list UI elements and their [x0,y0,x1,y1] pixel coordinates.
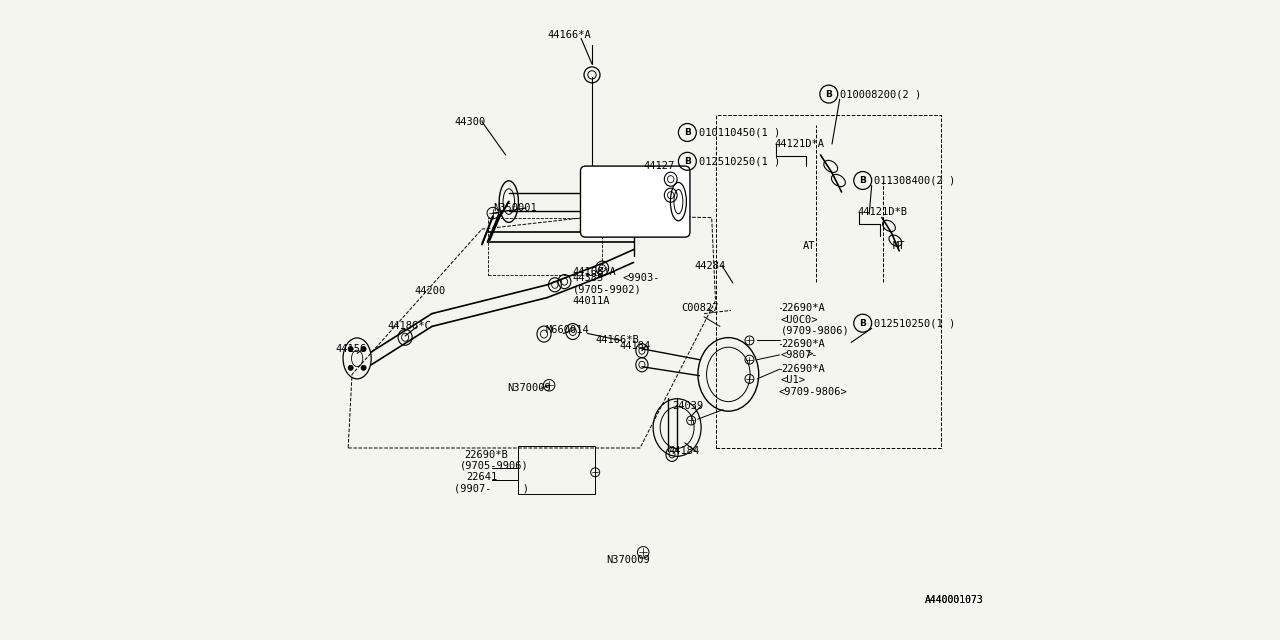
Text: 44156: 44156 [335,344,366,354]
Text: C00827: C00827 [681,303,719,314]
Text: M660014: M660014 [545,324,589,335]
Circle shape [361,346,366,351]
Text: N370009: N370009 [607,555,650,565]
Text: B: B [684,157,691,166]
Text: 44184: 44184 [668,446,700,456]
Text: (9705-9906): (9705-9906) [460,461,529,471]
Circle shape [348,365,353,371]
Text: 44166*B: 44166*B [595,335,639,346]
Text: 44284: 44284 [694,260,726,271]
Text: 22690*B: 22690*B [465,450,508,460]
Text: B: B [859,319,867,328]
Text: 012510250(1 ): 012510250(1 ) [699,156,780,166]
Text: <9807-: <9807- [781,350,818,360]
Text: 011308400(2 ): 011308400(2 ) [874,175,955,186]
Text: N350001: N350001 [493,203,536,213]
Text: 44200: 44200 [415,286,445,296]
FancyBboxPatch shape [581,166,690,237]
Text: 22690*A: 22690*A [781,364,824,374]
Text: B: B [859,176,867,185]
Text: 012510250(1 ): 012510250(1 ) [874,318,955,328]
Text: 010110450(1 ): 010110450(1 ) [699,127,780,138]
Text: <U1>: <U1> [781,375,806,385]
Text: 44385: 44385 [573,273,604,284]
Text: N370009: N370009 [507,383,552,394]
Text: 44186*C: 44186*C [387,321,431,332]
Text: <9709-9806>: <9709-9806> [778,387,847,397]
Text: (9709-9806): (9709-9806) [781,326,850,336]
Circle shape [361,365,366,371]
Text: 44127: 44127 [644,161,675,172]
Text: 010008200(2 ): 010008200(2 ) [841,89,922,99]
Text: <U0C0>: <U0C0> [781,315,818,325]
Text: (9907-     ): (9907- ) [454,483,530,493]
Text: 44300: 44300 [454,116,485,127]
Circle shape [348,346,353,351]
Text: 44166*A: 44166*A [548,30,591,40]
Text: >: > [806,350,813,360]
Text: B: B [826,90,832,99]
Text: 44011A: 44011A [573,296,611,306]
Text: B: B [684,128,691,137]
Text: 44184: 44184 [620,340,650,351]
Text: 22690*A: 22690*A [781,303,824,314]
Text: 22690*A: 22690*A [781,339,824,349]
Bar [518,446,595,494]
Text: AT: AT [804,241,815,252]
Text: A440001073: A440001073 [924,595,983,605]
Text: 44121D*A: 44121D*A [774,139,824,149]
Text: A440001073: A440001073 [924,595,983,605]
Text: 24039: 24039 [673,401,704,412]
Text: 22641: 22641 [466,472,497,482]
Text: 44121D*B: 44121D*B [858,207,908,218]
Text: MT: MT [893,241,905,252]
Text: (9705-9902): (9705-9902) [573,284,641,294]
Text: <9903-: <9903- [623,273,660,284]
Text: 44166*A: 44166*A [573,267,617,277]
